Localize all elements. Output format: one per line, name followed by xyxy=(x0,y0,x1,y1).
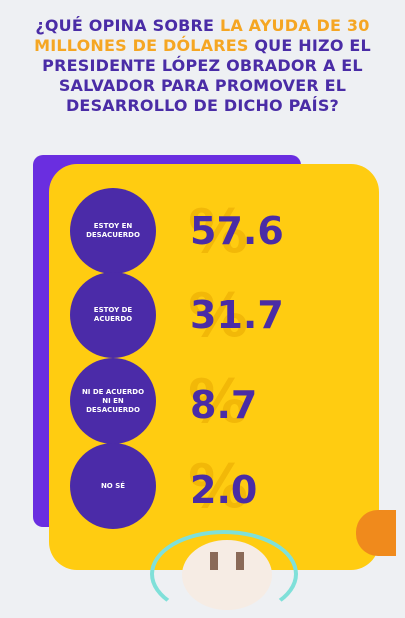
people-photo-decoration xyxy=(182,540,272,610)
percent-watermark: % xyxy=(188,197,249,267)
category-label: NO SÉ xyxy=(100,481,126,490)
figure-silhouette xyxy=(236,552,244,570)
result-row: NO SÉ% 2.0 xyxy=(0,443,405,529)
data-value-label: 57.6 xyxy=(190,209,284,253)
percent-watermark: % xyxy=(188,367,249,437)
data-value-label: 2.0 xyxy=(190,468,258,512)
orange-corner-decoration xyxy=(356,510,396,556)
figure-silhouette xyxy=(210,552,218,570)
category-circle: NI DE ACUERDO NI EN DESACUERDO xyxy=(70,358,156,444)
title-highlight: LA AYUDA DE 30 MILLONES DE DÓLARES xyxy=(34,16,370,55)
title-part2: QUE HIZO EL PRESIDENTE LÓPEZ OBRADOR A E… xyxy=(42,36,371,115)
percent-watermark: % xyxy=(188,281,249,351)
category-circle: NO SÉ xyxy=(70,443,156,529)
data-value-label: 31.7 xyxy=(190,293,284,337)
title-part1: ¿QUÉ OPINA SOBRE xyxy=(35,16,220,35)
result-row: NI DE ACUERDO NI EN DESACUERDO% 8.7 xyxy=(0,358,405,444)
question-title: ¿QUÉ OPINA SOBRE LA AYUDA DE 30 MILLONES… xyxy=(18,16,387,116)
category-circle: ESTOY EN DESACUERDO xyxy=(70,188,156,274)
category-label: ESTOY DE ACUERDO xyxy=(93,306,133,323)
percent-watermark: % xyxy=(188,452,249,522)
category-circle: ESTOY DE ACUERDO xyxy=(70,272,156,358)
category-label: ESTOY EN DESACUERDO xyxy=(86,222,140,239)
category-label: NI DE ACUERDO NI EN DESACUERDO xyxy=(81,387,145,414)
result-row: ESTOY DE ACUERDO% 31.7 xyxy=(0,272,405,358)
data-value-label: 8.7 xyxy=(190,383,258,427)
result-row: ESTOY EN DESACUERDO% 57.6 xyxy=(0,188,405,274)
